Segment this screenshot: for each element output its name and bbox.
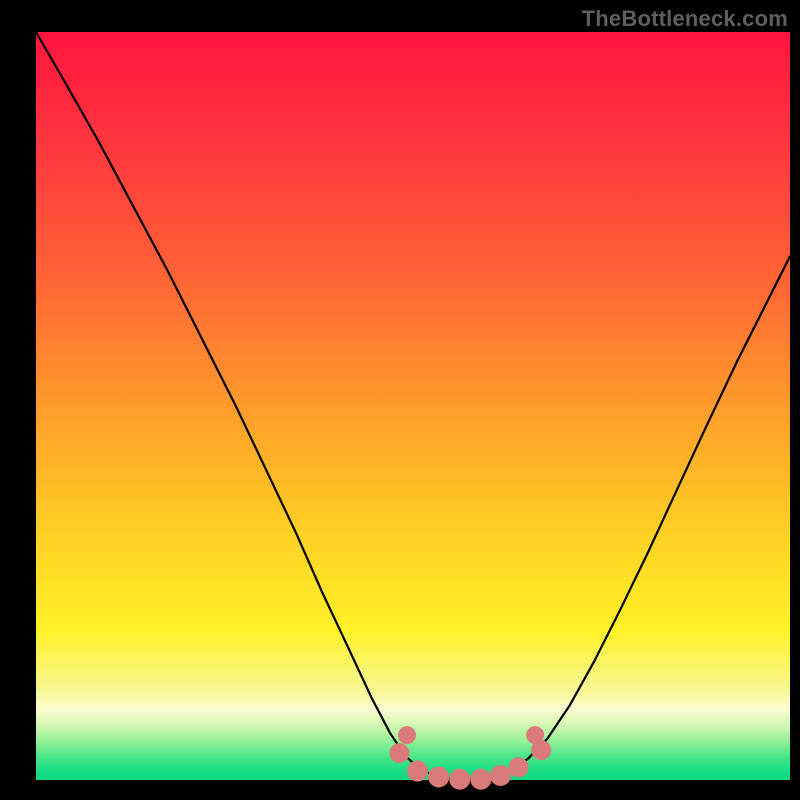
bottleneck-chart: TheBottleneck.com xyxy=(0,0,800,800)
marker-dot xyxy=(450,769,470,789)
marker-dot xyxy=(398,727,415,744)
marker-dot xyxy=(532,741,551,760)
chart-svg xyxy=(0,0,800,800)
plot-background xyxy=(36,32,790,780)
marker-dot xyxy=(390,744,409,763)
marker-dot xyxy=(408,761,428,781)
marker-dot xyxy=(490,766,510,786)
watermark-label: TheBottleneck.com xyxy=(582,6,788,32)
marker-dot xyxy=(429,767,449,787)
marker-dot xyxy=(509,758,528,777)
marker-dot xyxy=(471,769,491,789)
